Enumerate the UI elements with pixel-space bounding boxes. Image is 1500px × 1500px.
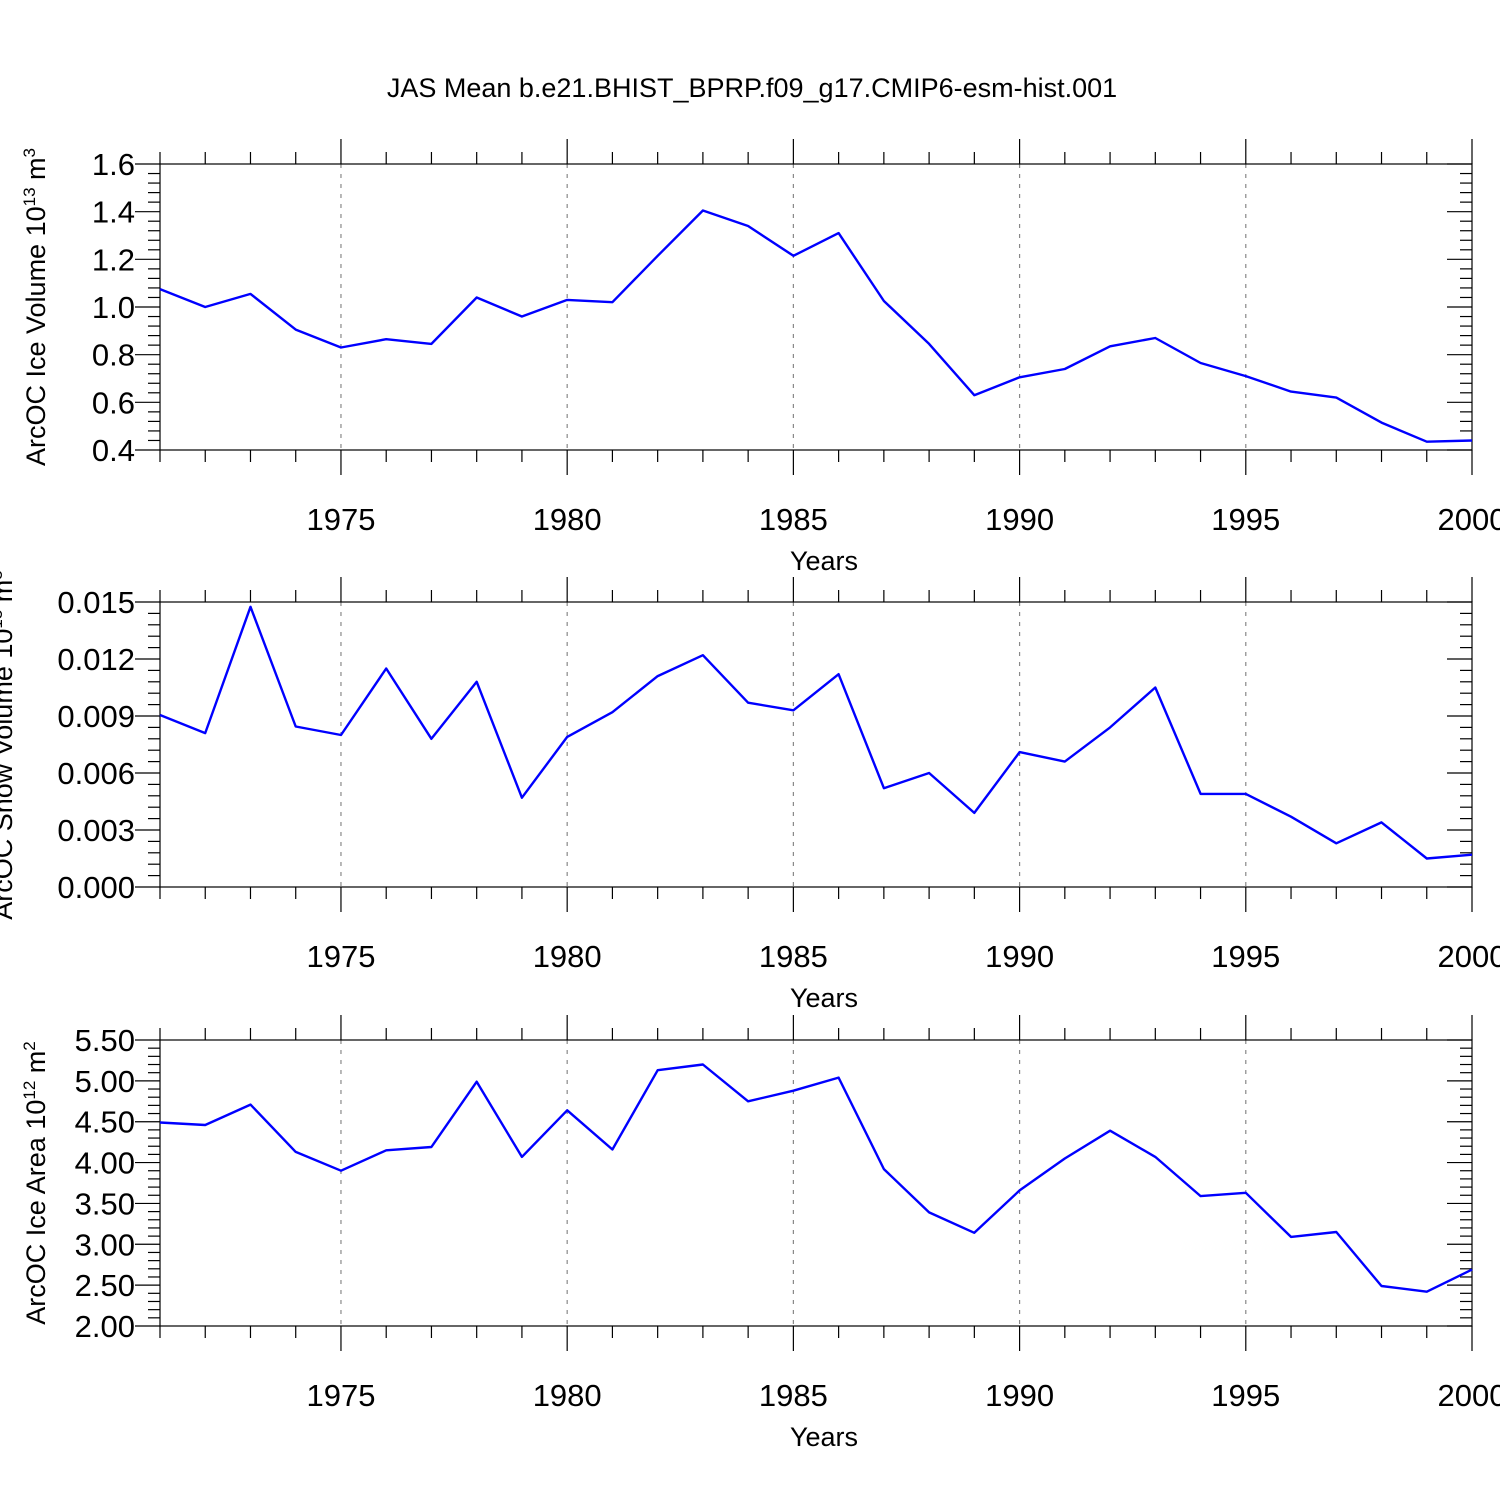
x-tick-label: 1990 bbox=[985, 1378, 1054, 1413]
x-tick-label: 1995 bbox=[1211, 939, 1280, 974]
x-axis-label: Years bbox=[790, 1422, 858, 1452]
chart-title: JAS Mean b.e21.BHIST_BPRP.f09_g17.CMIP6-… bbox=[387, 73, 1117, 103]
y-tick-label: 0.4 bbox=[92, 433, 135, 468]
y-tick-label: 5.00 bbox=[75, 1064, 135, 1099]
x-axis-label: Years bbox=[790, 983, 858, 1013]
y-tick-label: 1.4 bbox=[92, 195, 135, 230]
y-axis-label: ArcOC Snow Volume 1013 m3 bbox=[0, 570, 18, 920]
x-tick-label: 1975 bbox=[306, 1378, 375, 1413]
y-tick-label: 4.00 bbox=[75, 1146, 135, 1181]
x-tick-label: 1985 bbox=[759, 502, 828, 537]
x-tick-label: 2000 bbox=[1438, 939, 1500, 974]
y-tick-label: 4.50 bbox=[75, 1105, 135, 1140]
y-tick-label: 0.6 bbox=[92, 385, 135, 420]
panel-3: 1975 1980 1985 1990 1995 2000 2.00 2.50 3.00 3.50… bbox=[20, 1015, 1500, 1452]
x-tick-label: 1985 bbox=[759, 1378, 828, 1413]
x-tick-label: 2000 bbox=[1438, 1378, 1500, 1413]
x-tick-label: 1975 bbox=[306, 939, 375, 974]
y-tick-label: 0.8 bbox=[92, 338, 135, 373]
panel-1: 1975 1980 1985 1990 1995 2000 0.4 0.6 0.8 1.0 1.2 1… bbox=[20, 139, 1500, 576]
series-line bbox=[159, 209, 1473, 443]
x-tick-label: 1980 bbox=[533, 939, 602, 974]
x-tick-label: 1990 bbox=[985, 939, 1054, 974]
x-tick-label: 1985 bbox=[759, 939, 828, 974]
y-tick-label: 0.015 bbox=[57, 585, 135, 620]
series-line bbox=[159, 605, 1473, 860]
x-tick-label: 1995 bbox=[1211, 1378, 1280, 1413]
y-tick-label: 0.000 bbox=[57, 870, 135, 905]
y-tick-label: 1.2 bbox=[92, 242, 135, 277]
x-tick-label: 1980 bbox=[533, 502, 602, 537]
y-tick-label: 0.009 bbox=[57, 699, 135, 734]
plot-frame bbox=[159, 601, 1473, 888]
y-tick-label: 1.0 bbox=[92, 290, 135, 325]
x-tick-label: 1975 bbox=[306, 502, 375, 537]
plot-frame bbox=[159, 1039, 1473, 1327]
plot-frame bbox=[159, 163, 1473, 451]
series-line bbox=[159, 1063, 1473, 1293]
x-tick-label: 1995 bbox=[1211, 502, 1280, 537]
y-tick-label: 0.006 bbox=[57, 756, 135, 791]
y-tick-label: 0.003 bbox=[57, 813, 135, 848]
x-tick-label: 1990 bbox=[985, 502, 1054, 537]
y-tick-label: 3.00 bbox=[75, 1227, 135, 1262]
y-tick-label: 5.50 bbox=[75, 1023, 135, 1058]
y-axis-label: ArcOC Ice Volume 1013 m3 bbox=[20, 148, 51, 466]
y-tick-label: 2.00 bbox=[75, 1309, 135, 1344]
x-axis-label: Years bbox=[790, 546, 858, 576]
x-tick-label: 1980 bbox=[533, 1378, 602, 1413]
panel-2: 1975 1980 1985 1990 1995 2000 0.000 0.003 0.006 0… bbox=[0, 570, 1500, 1013]
y-tick-label: 3.50 bbox=[75, 1186, 135, 1221]
x-tick-label: 2000 bbox=[1438, 502, 1500, 537]
y-tick-label: 2.50 bbox=[75, 1268, 135, 1303]
y-tick-label: 1.6 bbox=[92, 147, 135, 182]
y-axis-label: ArcOC Ice Area 1012 m2 bbox=[20, 1041, 51, 1325]
y-tick-label: 0.012 bbox=[57, 642, 135, 677]
